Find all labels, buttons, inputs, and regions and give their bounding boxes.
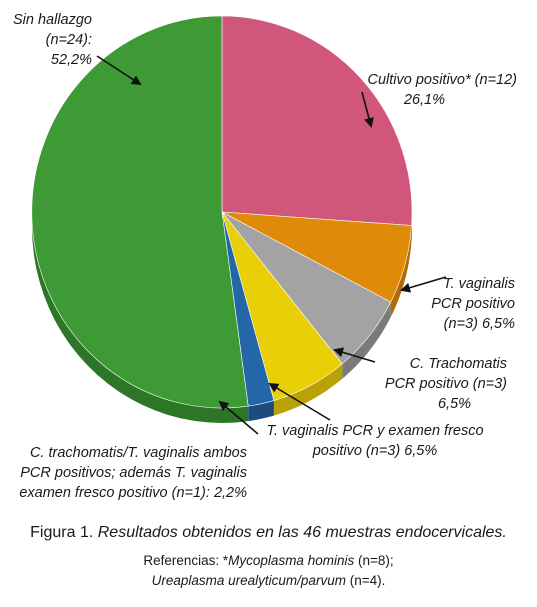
label-line: examen fresco positivo (n=1): 2,2% <box>19 485 247 501</box>
label-line: T. vaginalis PCR y examen fresco <box>266 423 484 439</box>
references: Referencias: *Mycoplasma hominis (n=8); … <box>0 551 537 591</box>
organism-1: Mycoplasma hominis <box>228 553 355 568</box>
label-line: 52,2% <box>50 52 92 68</box>
references-line-2: Ureaplasma urealyticum/parvum (n=4). <box>0 571 537 591</box>
figure-title: Resultados obtenidos en las 46 muestras … <box>97 524 507 541</box>
label-c-trachomatis-pcr: C. Trachomatis PCR positivo (n=3) 6,5% <box>385 354 507 414</box>
pie-slice-0 <box>31 15 249 409</box>
count-1: (n=8); <box>354 553 394 568</box>
label-arrow-3 <box>333 347 376 363</box>
label-sin-hallazgo: Sin hallazgo (n=24): 52,2% <box>13 10 92 70</box>
pie-side-1 <box>411 212 412 241</box>
label-line: T. vaginalis <box>442 276 515 292</box>
label-line: C. trachomatis/T. vaginalis ambos <box>29 445 247 461</box>
pie-side-5 <box>248 400 274 422</box>
label-ambos-pcr: C. trachomatis/T. vaginalis ambos PCR po… <box>19 443 247 503</box>
references-line-1: Referencias: *Mycoplasma hominis (n=8); <box>0 551 537 571</box>
organism-2: Ureaplasma urealyticum/parvum <box>151 573 346 588</box>
label-line: 6,5% <box>437 396 471 412</box>
label-line: PCR positivo <box>431 296 515 312</box>
label-line: PCR positivos; además T. vaginalis <box>20 465 247 481</box>
label-arrows <box>96 55 447 435</box>
references-prefix: Referencias: * <box>143 553 229 568</box>
label-line: Sin hallazgo <box>13 12 92 28</box>
pie-chart <box>31 15 447 435</box>
count-2: (n=4). <box>345 573 386 588</box>
figure-caption: Figura 1. Resultados obtenidos en las 46… <box>0 522 537 544</box>
label-arrow-4 <box>268 382 331 421</box>
label-t-vaginalis-pcr-fresco: T. vaginalis PCR y examen fresco positiv… <box>240 421 510 461</box>
pie-side-3 <box>342 302 391 379</box>
label-line: (n=3) 6,5% <box>443 316 515 332</box>
figure-number: Figura 1. <box>30 524 94 541</box>
pie-side-2 <box>390 225 412 318</box>
label-line: Cultivo positivo* (n=12) <box>367 72 517 88</box>
pie-slices <box>31 15 413 409</box>
label-cultivo-positivo: Cultivo positivo* (n=12) 26,1% <box>367 70 517 110</box>
label-arrow-0 <box>96 55 142 86</box>
label-arrow-1 <box>361 91 374 128</box>
pie-slice-1 <box>221 15 413 226</box>
label-line: C. Trachomatis <box>409 356 507 372</box>
label-line: 26,1% <box>403 92 445 108</box>
label-t-vaginalis-pcr: T. vaginalis PCR positivo (n=3) 6,5% <box>431 274 515 334</box>
label-line: positivo (n=3) 6,5% <box>312 443 438 459</box>
label-line: (n=24): <box>45 32 92 48</box>
label-arrow-2 <box>400 276 447 293</box>
label-arrow-5 <box>218 400 259 435</box>
label-line: PCR positivo (n=3) <box>384 376 507 392</box>
